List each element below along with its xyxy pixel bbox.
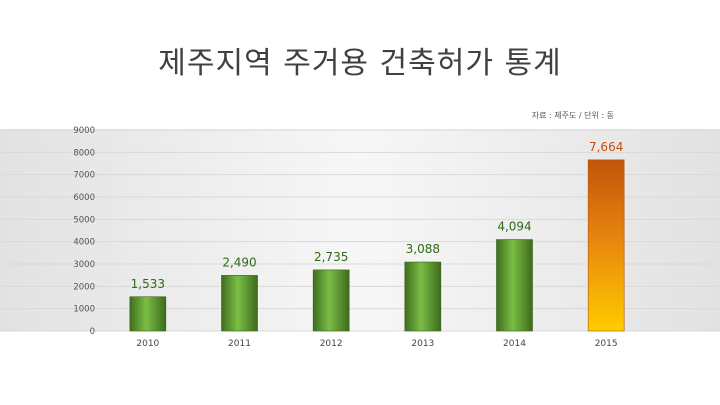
bar-2011 <box>221 275 258 332</box>
bar-2015 <box>587 159 625 332</box>
bar-2014 <box>496 239 533 332</box>
bar-2010 <box>129 296 167 332</box>
y-tick-label: 7000 <box>73 171 95 181</box>
y-axis-ticks: 0 1000 2000 3000 4000 5000 6000 7000 8000 9000 <box>73 126 95 337</box>
y-tick-label: 4000 <box>73 238 95 248</box>
value-labels: 1,533 2,490 2,735 3,088 4,094 7,664 <box>131 140 624 291</box>
y-tick-label: 0 <box>90 327 95 337</box>
x-tick-label-2011: 2011 <box>228 339 251 349</box>
bars <box>129 159 625 332</box>
bar-2012 <box>312 269 350 332</box>
bar-2013 <box>404 261 442 332</box>
y-tick-label: 3000 <box>73 260 95 270</box>
source-note: 자료 : 제주도 / 단위 : 동 <box>531 111 614 120</box>
y-tick-label: 5000 <box>73 215 95 225</box>
value-label-2014: 4,094 <box>497 220 531 234</box>
value-label-2011: 2,490 <box>222 255 256 269</box>
y-tick-label: 2000 <box>73 282 95 292</box>
y-tick-label: 9000 <box>73 126 95 136</box>
y-tick-label: 8000 <box>73 148 95 158</box>
value-label-2012: 2,735 <box>314 250 348 264</box>
x-tick-label-2015: 2015 <box>595 339 618 349</box>
x-tick-label-2012: 2012 <box>320 339 343 349</box>
x-tick-label-2013: 2013 <box>411 339 434 349</box>
y-tick-label: 6000 <box>73 193 95 203</box>
x-tick-label-2010: 2010 <box>136 339 159 349</box>
chart-title: 제주지역 주거용 건축허가 통계 <box>158 46 562 81</box>
value-label-2015: 7,664 <box>589 140 623 154</box>
x-tick-label-2014: 2014 <box>503 339 526 349</box>
x-axis-ticks: 2010 2011 2012 2013 2014 2015 <box>136 339 617 349</box>
y-tick-label: 1000 <box>73 305 95 315</box>
value-label-2013: 3,088 <box>406 242 440 256</box>
value-label-2010: 1,533 <box>131 277 165 291</box>
